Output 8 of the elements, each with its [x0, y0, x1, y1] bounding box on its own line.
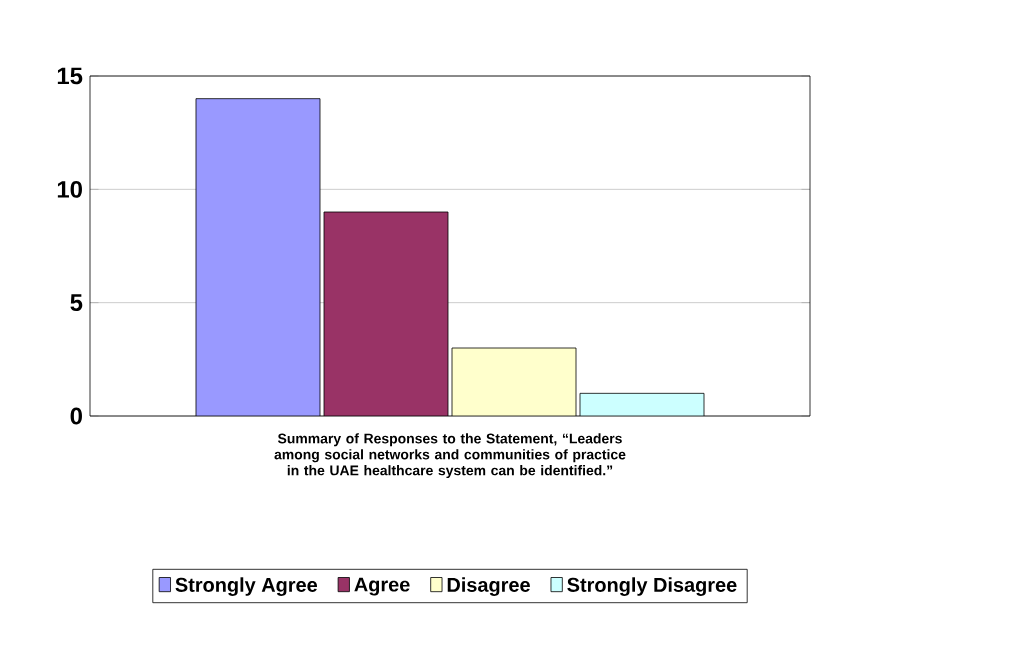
legend-label: Disagree [447, 577, 530, 596]
y-tick-label: 5 [70, 294, 83, 311]
y-tick-label: 0 [70, 407, 82, 425]
y-tick-label: 15 [57, 67, 83, 85]
legend-label: Agree [354, 577, 410, 596]
legend-label: Strongly Agree [175, 577, 318, 596]
legend-label: Strongly Disagree [567, 577, 737, 596]
y-tick-label: 10 [57, 180, 82, 198]
